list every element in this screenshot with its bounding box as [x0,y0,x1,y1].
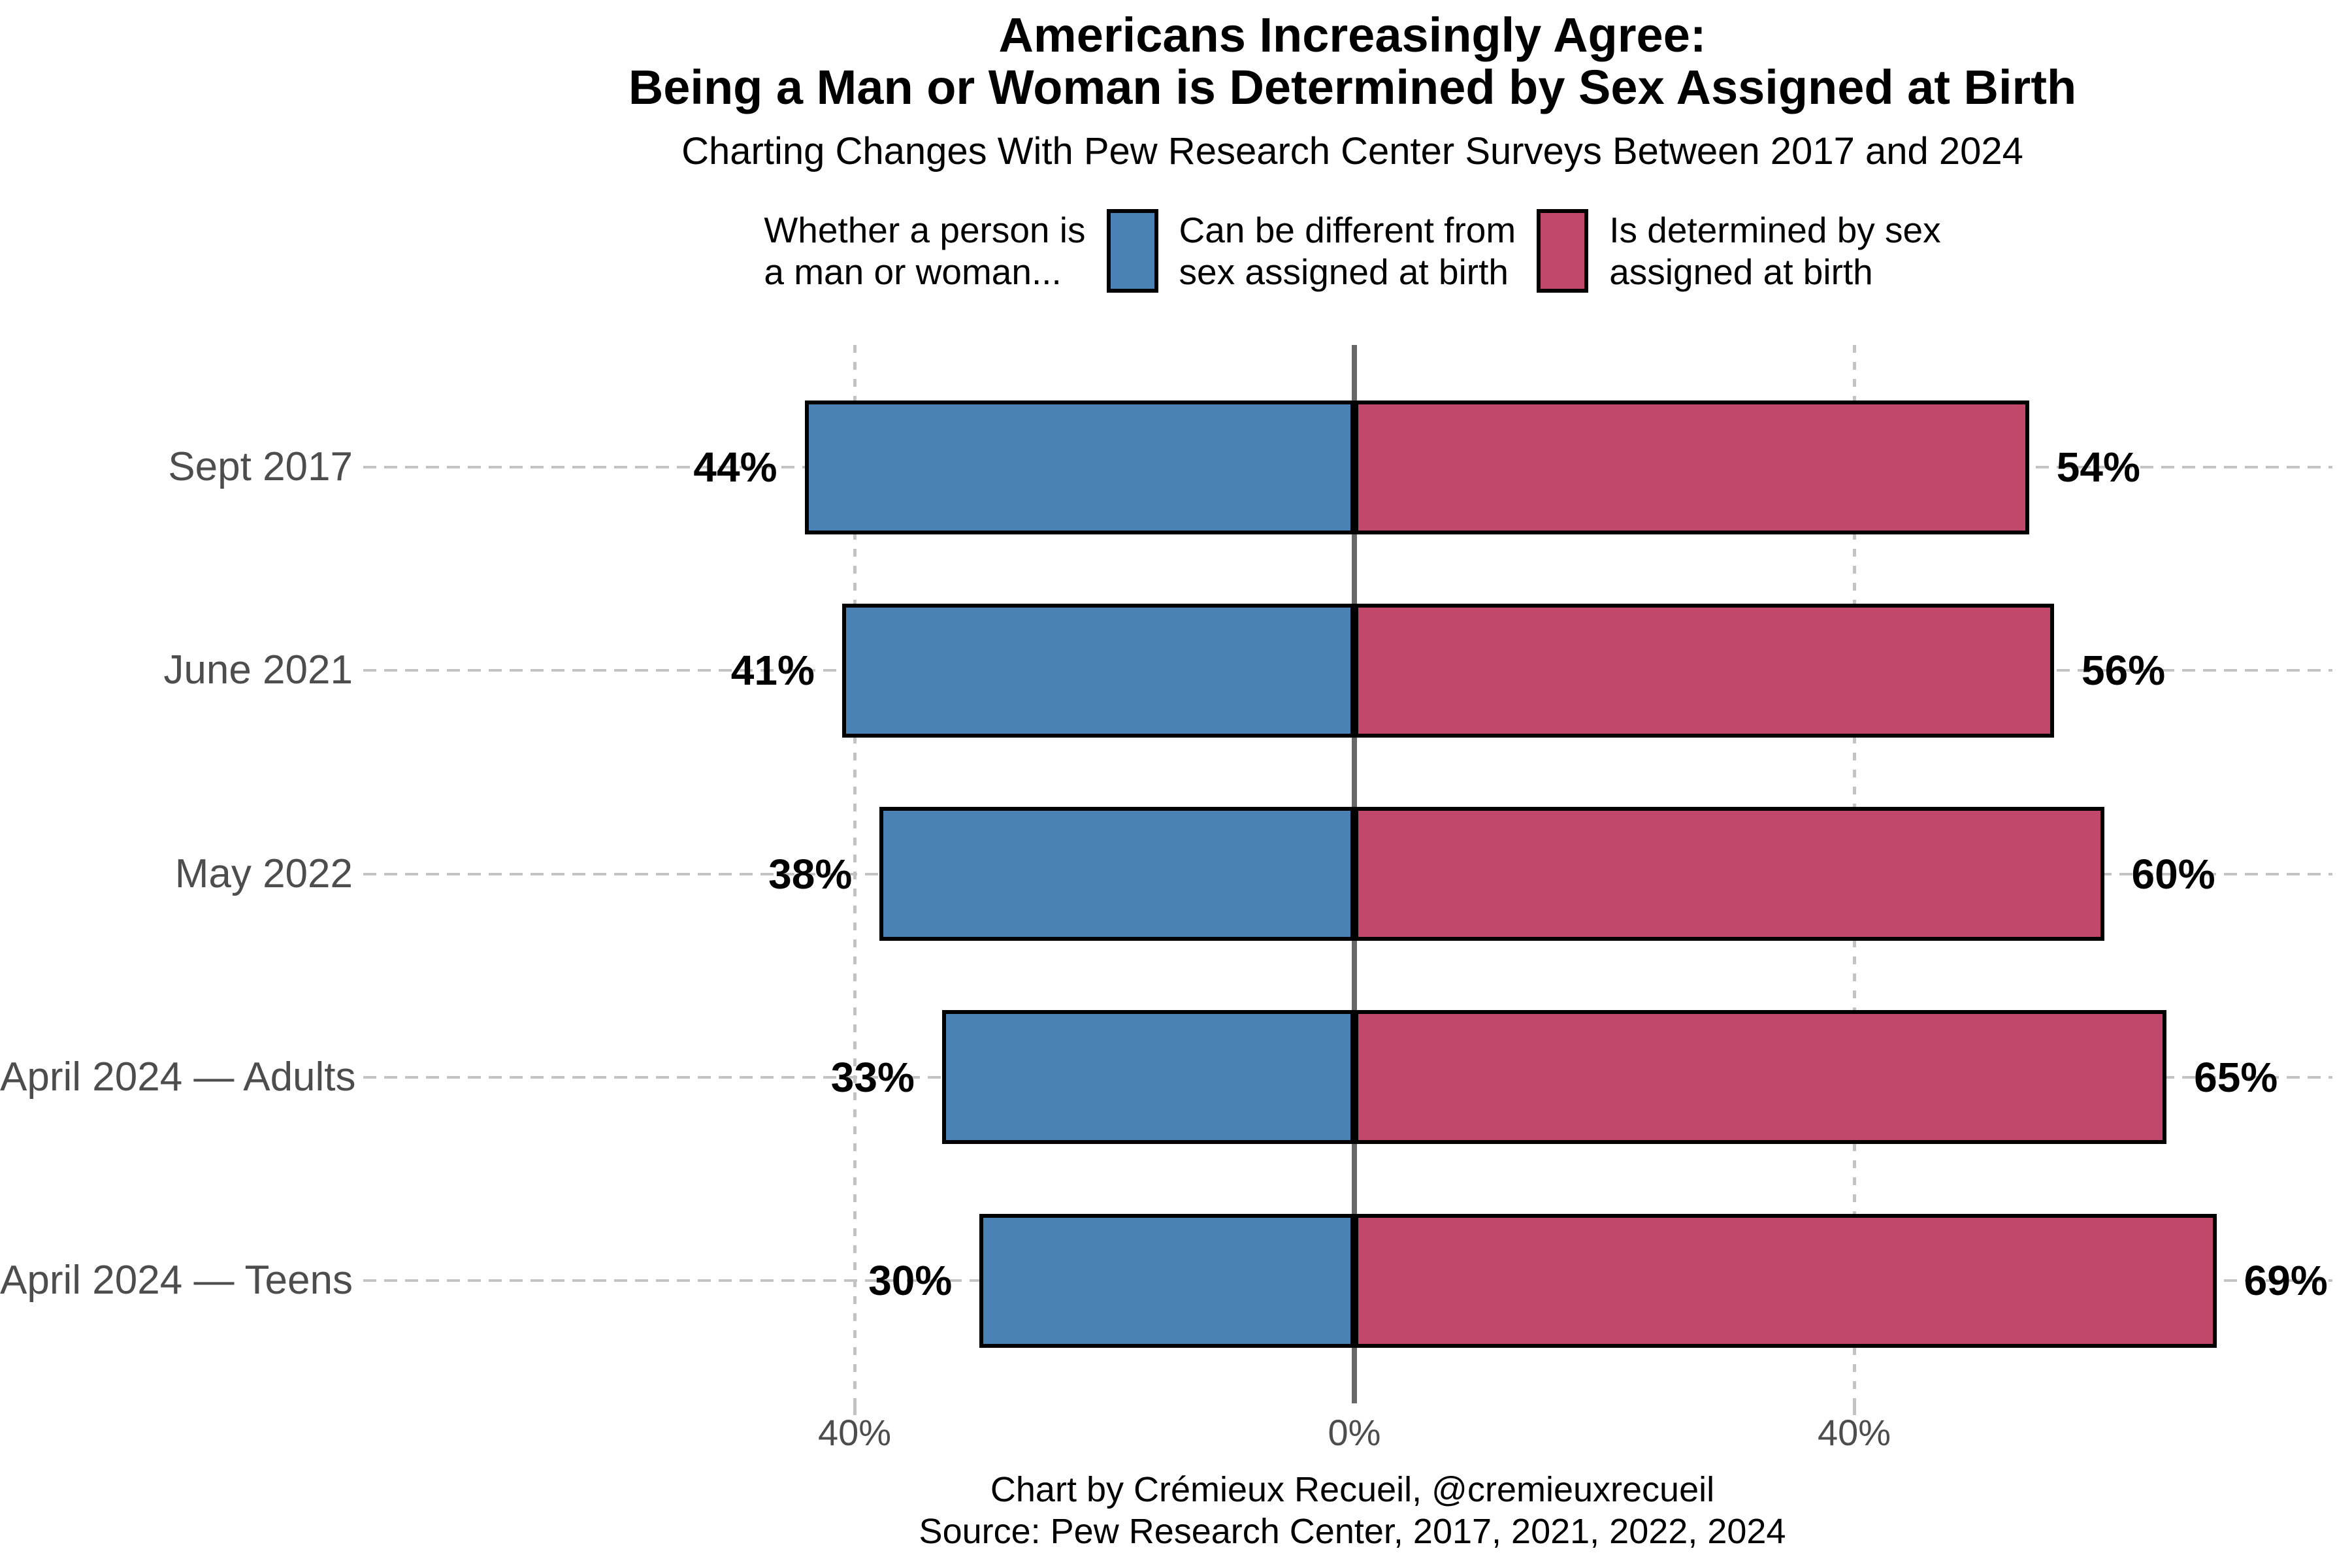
legend-label-determined: Is determined by sex assigned at birth [1609,209,1940,293]
value-label-right: 60% [2131,850,2215,898]
value-label-left: 33% [830,1053,915,1101]
value-label-left: 44% [693,444,777,491]
row-label: May 2022 [174,851,353,896]
axis-tick-0 [853,1402,857,1415]
bar-right [1354,807,2104,941]
legend: Whether a person is a man or woman... Ca… [359,208,2345,294]
x-axis-label-2: 40% [1817,1412,1891,1453]
legend-prefix-line1: Whether a person is [764,210,1086,250]
bar-right [1354,603,2054,738]
value-label-right: 56% [2082,647,2166,694]
legend-label-can-differ-line1: Can be different from [1179,210,1516,250]
axis-tick-1 [1852,1402,1856,1415]
x-axis-label-0: 40% [817,1412,892,1453]
bar-left [804,400,1354,534]
footer: Chart by Crémieux Recueil, @cremieuxrecu… [359,1469,2345,1552]
chart-title-line2: Being a Man or Woman is Determined by Se… [628,60,2077,114]
chart-title: Americans Increasingly Agree: Being a Ma… [359,9,2345,114]
value-label-right: 69% [2244,1257,2328,1304]
row-label: April 2024 — Adults [0,1054,356,1100]
bar-left [979,1213,1354,1348]
bar-left [941,1010,1354,1145]
bar-right [1354,1213,2217,1348]
footer-credit: Chart by Crémieux Recueil, @cremieuxrecu… [990,1470,1715,1509]
bar-right [1354,1010,2167,1145]
value-label-left: 30% [868,1257,953,1304]
legend-label-determined-line1: Is determined by sex [1609,210,1941,250]
value-label-left: 41% [730,647,815,694]
legend-prefix-line2: a man or woman... [764,252,1062,292]
value-label-right: 54% [2056,444,2140,491]
legend-swatch-determined [1537,209,1589,293]
value-label-right: 65% [2194,1053,2278,1101]
row-label: Sept 2017 [168,444,353,489]
chart-title-line1: Americans Increasingly Agree: [998,8,1707,62]
legend-prefix: Whether a person is a man or woman... [764,209,1085,293]
legend-label-can-differ: Can be different from sex assigned at bi… [1179,209,1516,293]
footer-source: Source: Pew Research Center, 2017, 2021,… [919,1512,1786,1551]
row-label: June 2021 [163,647,353,693]
value-label-left: 38% [768,850,853,898]
legend-swatch-can-differ [1106,209,1158,293]
legend-label-determined-line2: assigned at birth [1609,252,1873,292]
bar-right [1354,400,2029,534]
bar-left [841,603,1354,738]
chart-subtitle: Charting Changes With Pew Research Cente… [681,130,2023,172]
legend-label-can-differ-line2: sex assigned at birth [1179,252,1509,292]
bar-left [879,807,1354,941]
row-label: April 2024 — Teens [0,1258,353,1303]
x-axis-label-1: 0% [1328,1412,1381,1453]
